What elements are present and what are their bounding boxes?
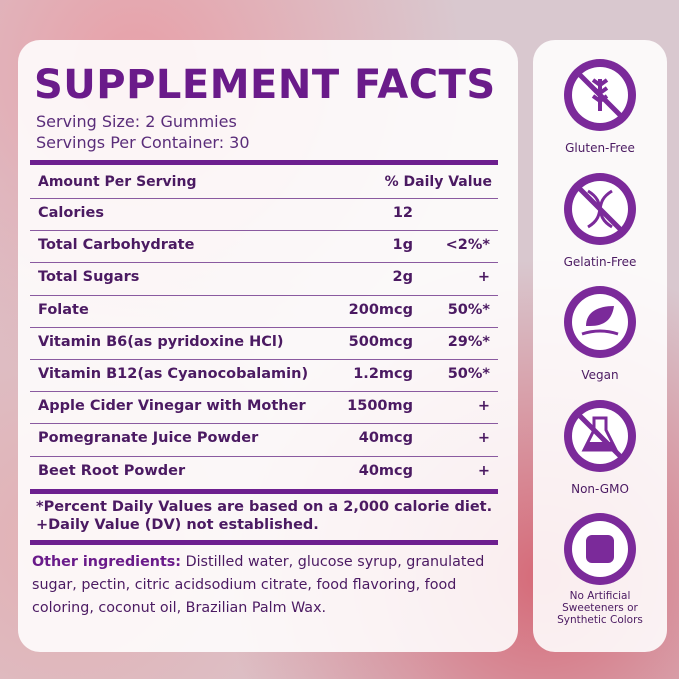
non-gmo-icon xyxy=(564,400,636,472)
row-divider xyxy=(30,455,498,457)
nutrient-name: Vitamin B6(as pyridoxine HCl) xyxy=(38,333,284,350)
nutrient-amount: 1.2mcg xyxy=(353,366,413,382)
other-ingredients: Other ingredients: Distilled water, gluc… xyxy=(32,551,500,620)
gluten-free-icon xyxy=(564,59,636,131)
rule xyxy=(30,160,498,165)
nutrient-amount: 200mcg xyxy=(348,301,413,318)
row-divider xyxy=(30,423,498,425)
rule xyxy=(30,540,498,545)
daily-value: 50%* xyxy=(447,301,490,318)
daily-value: + xyxy=(477,398,490,415)
badge-label: Vegan xyxy=(581,368,619,382)
badge-label: Non-GMO xyxy=(571,482,629,496)
daily-value: + xyxy=(477,462,490,479)
row-divider xyxy=(30,391,498,393)
badge-label: No Artificial Sweeteners or Synthetic Co… xyxy=(557,590,643,626)
nutrient-name: Pomegranate Juice Powder xyxy=(38,430,259,447)
nutrient-amount: 40mcg xyxy=(358,430,413,447)
row-divider xyxy=(30,230,498,232)
nutrient-amount: 1500mg xyxy=(347,398,413,415)
nutrient-name: Total Carbohydrate xyxy=(38,237,195,254)
row-divider xyxy=(30,326,498,328)
other-ingredients-label: Other ingredients: xyxy=(32,554,182,570)
badge-label: Gelatin-Free xyxy=(563,255,637,269)
rule xyxy=(30,489,498,494)
serving-size: Serving Size: 2 Gummies xyxy=(36,112,237,131)
row-divider xyxy=(30,198,498,199)
gelatin-free-icon xyxy=(564,173,636,245)
row-divider xyxy=(30,359,498,360)
nutrient-name: Folate xyxy=(38,301,89,318)
nutrient-name: Total Sugars xyxy=(38,269,140,286)
daily-value: + xyxy=(477,269,490,286)
title: SUPPLEMENT FACTS xyxy=(34,62,496,108)
servings-per-container: Servings Per Container: 30 xyxy=(36,133,250,152)
gummy-icon xyxy=(564,513,636,585)
vegan-icon xyxy=(564,286,636,358)
nutrient-name: Vitamin B12(as Cyanocobalamin) xyxy=(38,366,309,382)
facts-panel xyxy=(18,40,518,652)
row-divider xyxy=(30,262,498,264)
nutrient-name: Beet Root Powder xyxy=(38,462,186,479)
daily-value: 50%* xyxy=(447,366,490,382)
nutrient-name: Apple Cider Vinegar with Mother xyxy=(38,398,306,415)
nutrient-amount: 500mcg xyxy=(348,333,413,350)
nutrient-amount: 1g xyxy=(392,237,413,254)
nutrient-amount: 12 xyxy=(392,205,413,221)
daily-value: <2%* xyxy=(445,237,490,254)
footnote: +Daily Value (DV) not established. xyxy=(36,517,319,533)
badge-label: Gluten-Free xyxy=(565,141,635,155)
daily-value: 29%* xyxy=(447,333,490,350)
footnote: *Percent Daily Values are based on a 2,0… xyxy=(36,499,493,515)
other-ingredients-text: Distilled water, glucose syrup, granulat… xyxy=(32,554,485,616)
nutrient-amount: 2g xyxy=(392,269,413,286)
nutrient-name: Calories xyxy=(38,205,104,221)
row-divider xyxy=(30,294,498,296)
nutrient-amount: 40mcg xyxy=(358,462,413,479)
column-header: % Daily Value xyxy=(384,174,492,190)
column-header: Amount Per Serving xyxy=(38,174,197,190)
daily-value: + xyxy=(477,430,490,447)
